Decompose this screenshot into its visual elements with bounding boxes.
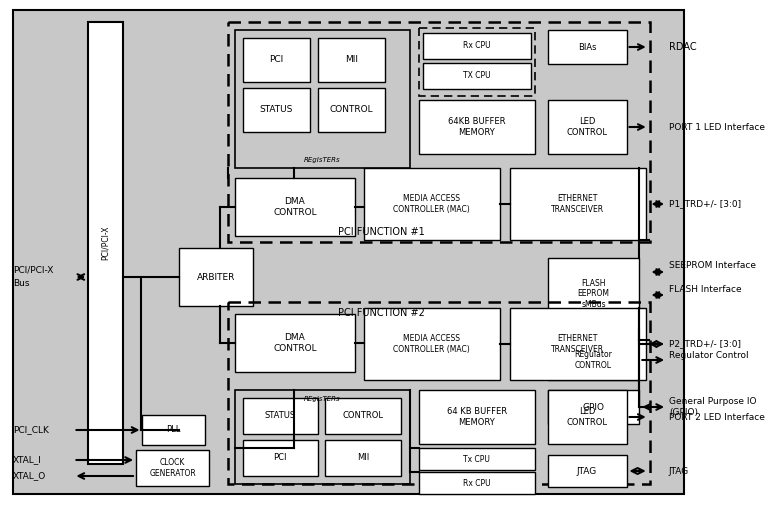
Bar — [325, 398, 401, 434]
Text: MEDIA ACCESS
CONTROLLER (MAC): MEDIA ACCESS CONTROLLER (MAC) — [393, 194, 470, 214]
Bar — [235, 30, 409, 168]
Bar — [419, 28, 535, 96]
Text: CONTROL: CONTROL — [329, 106, 373, 114]
Bar — [547, 390, 639, 424]
Text: TX CPU: TX CPU — [463, 72, 490, 80]
Bar — [547, 258, 639, 330]
Bar — [136, 450, 210, 486]
Bar — [419, 390, 535, 444]
Bar — [179, 248, 253, 306]
Bar — [423, 33, 531, 59]
Text: DMA
CONTROL: DMA CONTROL — [273, 197, 317, 217]
Text: PORT 2 LED Interface: PORT 2 LED Interface — [668, 412, 765, 422]
Text: ETHERNET
TRANSCEIVER: ETHERNET TRANSCEIVER — [551, 194, 604, 214]
Bar — [419, 448, 535, 470]
Bar — [235, 314, 355, 372]
Bar — [325, 440, 401, 476]
Text: LED
CONTROL: LED CONTROL — [567, 407, 608, 427]
Text: 64KB BUFFER
MEMORY: 64KB BUFFER MEMORY — [448, 117, 506, 137]
Bar — [547, 30, 627, 64]
Bar — [364, 308, 500, 380]
Bar — [364, 168, 500, 240]
Text: JTAG: JTAG — [668, 466, 689, 475]
Text: (GPIO): (GPIO) — [668, 408, 698, 418]
Bar — [547, 455, 627, 487]
Text: MEDIA ACCESS
CONTROLLER (MAC): MEDIA ACCESS CONTROLLER (MAC) — [393, 334, 470, 354]
Bar — [547, 100, 627, 154]
Bar — [228, 302, 651, 484]
Bar — [547, 340, 639, 380]
Bar — [88, 22, 123, 464]
Text: Bus: Bus — [13, 278, 29, 288]
Text: Tx CPU: Tx CPU — [463, 455, 490, 463]
Bar — [318, 38, 385, 82]
Text: FLASH
EEPROM
sMBus: FLASH EEPROM sMBus — [577, 279, 610, 309]
Text: REgulator
CONTROL: REgulator CONTROL — [574, 351, 612, 370]
Bar — [510, 168, 646, 240]
Text: PCI/PCI-X: PCI/PCI-X — [101, 226, 110, 260]
Text: P2_TRD+/- [3:0]: P2_TRD+/- [3:0] — [668, 339, 741, 348]
Text: 64 KB BUFFER
MEMORY: 64 KB BUFFER MEMORY — [446, 407, 507, 427]
Text: REgIsTERs: REgIsTERs — [304, 396, 341, 402]
Text: GPIO: GPIO — [582, 402, 604, 411]
Text: PCI: PCI — [269, 55, 283, 65]
Text: PORT 1 LED Interface: PORT 1 LED Interface — [668, 122, 765, 132]
Bar — [243, 440, 318, 476]
Bar — [235, 390, 409, 484]
Text: SEEPROM Interface: SEEPROM Interface — [668, 261, 756, 270]
Text: DMA
CONTROL: DMA CONTROL — [273, 333, 317, 353]
Text: PCI/PCI-X: PCI/PCI-X — [13, 266, 53, 274]
Text: ARBITER: ARBITER — [197, 272, 235, 281]
Text: P1_TRD+/- [3:0]: P1_TRD+/- [3:0] — [668, 200, 741, 208]
Bar — [423, 63, 531, 89]
Text: MII: MII — [357, 454, 369, 462]
Text: FLASH Interface: FLASH Interface — [668, 285, 742, 295]
Text: ETHERNET
TRANSCEIVER: ETHERNET TRANSCEIVER — [551, 334, 604, 354]
Bar — [510, 308, 646, 380]
Text: CONTROL: CONTROL — [342, 411, 383, 421]
Bar — [228, 22, 651, 242]
Bar — [143, 415, 205, 445]
Text: LED
CONTROL: LED CONTROL — [567, 117, 608, 137]
Text: Rx CPU: Rx CPU — [463, 479, 490, 488]
Text: General Purpose IO: General Purpose IO — [668, 397, 756, 406]
Text: MII: MII — [345, 55, 358, 65]
Bar — [243, 38, 310, 82]
Text: PCI: PCI — [274, 454, 287, 462]
Bar — [318, 88, 385, 132]
Text: STATUS: STATUS — [264, 411, 296, 421]
Text: STATUS: STATUS — [259, 106, 293, 114]
Text: XTAL_O: XTAL_O — [13, 471, 46, 481]
Text: XTAL_I: XTAL_I — [13, 456, 42, 464]
Text: RDAC: RDAC — [668, 42, 696, 52]
Text: JTAG: JTAG — [577, 466, 598, 475]
Text: BIAs: BIAs — [577, 43, 596, 51]
Text: PCI_CLK: PCI_CLK — [13, 426, 49, 434]
Bar — [243, 398, 318, 434]
Bar — [235, 178, 355, 236]
Text: PCI FUNCTION #2: PCI FUNCTION #2 — [338, 308, 425, 318]
Text: PCI FUNCTION #1: PCI FUNCTION #1 — [338, 227, 425, 237]
Text: CLOCK
GENERATOR: CLOCK GENERATOR — [150, 458, 196, 478]
Bar — [419, 472, 535, 494]
Bar — [547, 390, 627, 444]
Text: REgIsTERs: REgIsTERs — [304, 157, 341, 163]
Text: PLL: PLL — [167, 426, 181, 434]
Bar — [419, 100, 535, 154]
Bar — [243, 88, 310, 132]
Text: Rx CPU: Rx CPU — [463, 42, 490, 50]
Text: Regulator Control: Regulator Control — [668, 351, 749, 360]
